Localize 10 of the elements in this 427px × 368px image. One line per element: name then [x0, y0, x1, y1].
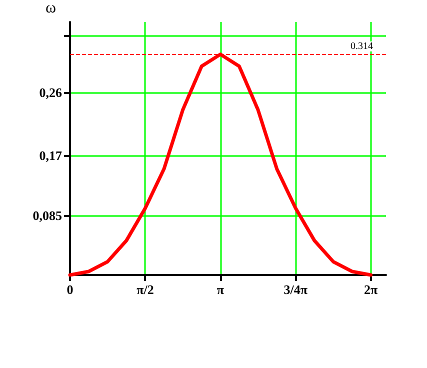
y-axis-title: ω [45, 0, 56, 16]
x-tick-label: 3/4π [284, 282, 308, 297]
y-tick-label: 0,085 [32, 208, 62, 223]
x-tick-label: π/2 [136, 282, 154, 297]
x-tick-label: π [216, 282, 224, 297]
ref-line-label: 0.314 [350, 40, 373, 52]
y-tick-label: 0,17 [39, 148, 62, 164]
y-tick-label: 0,26 [39, 84, 62, 100]
x-tick-label: 0 [66, 282, 74, 297]
x-tick-label: 2π [364, 282, 378, 297]
